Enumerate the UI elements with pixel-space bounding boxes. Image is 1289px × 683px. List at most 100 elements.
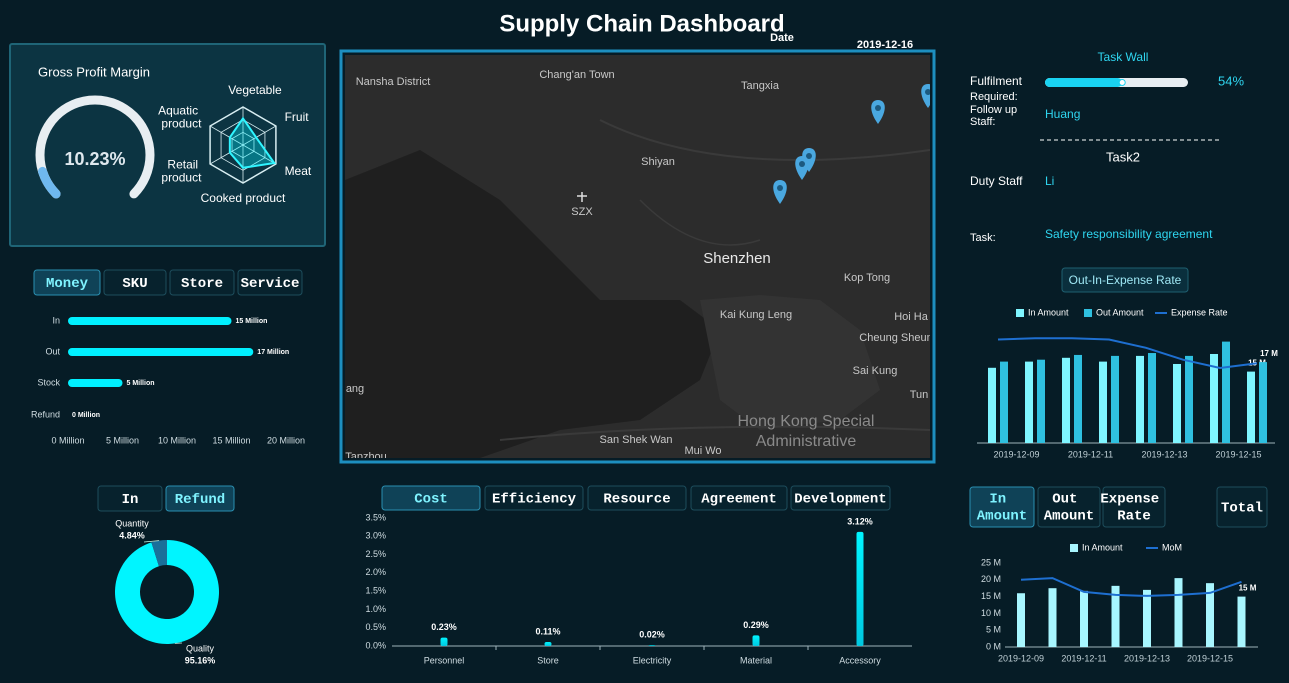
map-label: Shenzhen — [703, 250, 771, 267]
map-road — [599, 119, 930, 161]
bar — [1074, 354, 1082, 443]
x-tick-label: 2019-12-15 — [1187, 653, 1233, 663]
leader-line — [143, 540, 160, 543]
y-category-label: In — [52, 315, 60, 325]
tab[interactable] — [587, 485, 687, 511]
bar-value-label: 0.11% — [535, 626, 560, 636]
bar — [1111, 585, 1120, 647]
follow-up-staff: Huang — [1045, 107, 1080, 121]
bar — [68, 317, 232, 325]
bar-value-label: 0.29% — [743, 620, 769, 630]
dashboard-title: Supply Chain Dashboard — [499, 10, 784, 37]
map-pin-dot — [925, 89, 930, 95]
tab[interactable] — [33, 269, 101, 296]
x-tick-label: 5 Million — [106, 435, 139, 445]
fulfilment-value-label: 54% — [1218, 73, 1244, 88]
duty-staff-label: Duty Staff — [970, 174, 1023, 188]
bar — [68, 379, 123, 387]
x-tick-label: 2019-12-09 — [998, 653, 1044, 663]
legend-swatch — [1016, 309, 1024, 317]
radar-label: Cooked product — [201, 191, 286, 205]
map-label: Sai Kung — [853, 365, 898, 377]
task-wall-title: Task Wall — [1098, 50, 1149, 64]
tab-label: In — [122, 492, 139, 508]
progress-bar — [1045, 78, 1123, 87]
x-tick-label: 2019-12-11 — [1068, 449, 1113, 459]
bar — [1206, 583, 1214, 647]
map-land-hk — [700, 295, 880, 430]
bar — [68, 348, 254, 356]
bar-value-label: 0 Million — [72, 412, 100, 419]
y-tick-label: 10 M — [981, 608, 1001, 618]
chart-title: Out-In-Expense Rate — [1069, 273, 1182, 287]
radar-axis — [242, 125, 277, 146]
map-label: SZX — [571, 206, 593, 218]
donut-value-label: 4.84% — [119, 530, 145, 540]
total-button[interactable] — [1216, 486, 1268, 528]
bar — [1259, 362, 1267, 443]
tab-label: Development — [794, 492, 886, 508]
x-tick-label: 10 Million — [158, 435, 196, 445]
tab[interactable] — [165, 485, 235, 512]
tab[interactable] — [690, 485, 788, 511]
x-tick-label: 2019-12-13 — [1141, 449, 1187, 459]
radar-area — [228, 116, 277, 169]
y-tick-label: 3.0% — [365, 531, 386, 541]
map-label: Mui Wo — [684, 445, 721, 457]
tab[interactable] — [103, 269, 167, 296]
map-road — [639, 199, 761, 246]
tab[interactable] — [484, 485, 584, 511]
radar-axis — [242, 144, 277, 165]
x-tick-label: Material — [740, 655, 772, 665]
date-value: 2019-12-16 — [857, 39, 913, 51]
donut-category-label: Quantity — [115, 518, 149, 528]
bar — [988, 367, 996, 443]
bar — [1111, 355, 1119, 443]
tab-label: Agreement — [701, 492, 777, 508]
task-label: Task: — [970, 232, 996, 244]
map-frame — [339, 49, 936, 464]
tab-label: Refund — [175, 492, 225, 508]
radar-axis — [209, 144, 244, 165]
tab[interactable] — [169, 269, 235, 296]
bar — [1037, 359, 1045, 443]
bar-value-label: 15 Million — [236, 318, 268, 325]
x-tick-label: Electricity — [633, 655, 672, 665]
bar — [1222, 341, 1230, 443]
tab[interactable] — [97, 485, 163, 512]
x-tick-label: 2019-12-09 — [993, 449, 1039, 459]
airport-icon — [577, 192, 587, 202]
y-tick-label: 15 M — [981, 591, 1001, 601]
tab[interactable] — [790, 485, 891, 511]
tab-label: Money — [46, 276, 89, 292]
tab[interactable] — [969, 486, 1035, 528]
map-label: Administrative — [756, 433, 857, 450]
bar-value-label: 0.02% — [639, 630, 665, 640]
y-tick-label: 5 M — [986, 625, 1001, 635]
x-tick-label: Accessory — [839, 655, 881, 665]
bar-value-label: 3.12% — [847, 516, 873, 526]
donut-category-label: Quality — [186, 643, 215, 653]
tab[interactable] — [1102, 486, 1166, 528]
map-pin-dot — [799, 161, 805, 167]
y-tick-label: 2.0% — [365, 567, 386, 577]
bar — [440, 637, 448, 646]
y-tick-label: 25 M — [981, 557, 1001, 567]
y-category-label: Stock — [37, 377, 60, 387]
map-label: Cheung Sheun — [859, 332, 932, 344]
gauge-panel — [9, 43, 326, 247]
bar — [1143, 589, 1151, 647]
bar — [1062, 357, 1070, 443]
title-button[interactable] — [1061, 267, 1189, 293]
tab[interactable] — [381, 485, 481, 511]
tab[interactable] — [1037, 486, 1101, 528]
x-tick-label: 15 Million — [212, 435, 250, 445]
legend-label: In Amount — [1028, 307, 1069, 317]
y-tick-label: 1.0% — [365, 604, 386, 614]
date-label: Date — [770, 32, 794, 44]
tab[interactable] — [237, 269, 303, 296]
y-tick-label: 1.5% — [365, 586, 386, 596]
follow-up-label: Follow up Staff: — [970, 104, 1020, 128]
required-label: Required: — [970, 91, 1018, 103]
x-tick-label: 2019-12-15 — [1215, 449, 1261, 459]
